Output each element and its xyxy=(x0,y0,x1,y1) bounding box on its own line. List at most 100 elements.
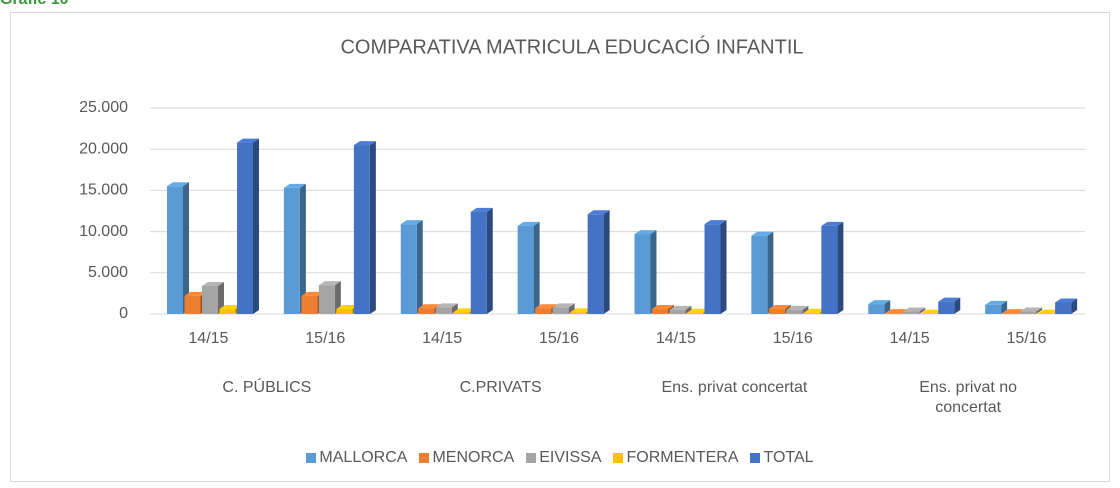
bar xyxy=(552,307,569,314)
bar-side xyxy=(183,182,189,314)
bar xyxy=(517,225,534,314)
bar xyxy=(1002,313,1019,314)
bar xyxy=(821,225,838,314)
x-tick-label: 15/16 xyxy=(305,330,345,347)
group-label: Ens. privat no concertat xyxy=(919,379,1018,416)
bar-top xyxy=(167,182,189,187)
bar-top xyxy=(470,207,493,212)
bar-top xyxy=(786,305,809,310)
y-tick-label: 5.000 xyxy=(88,264,128,281)
y-tick-label: 10.000 xyxy=(79,223,128,240)
bar xyxy=(167,186,183,314)
bar-side xyxy=(837,221,844,314)
bar-top xyxy=(669,305,692,310)
bar-side xyxy=(369,141,376,314)
legend-item: EIVISSA xyxy=(526,449,601,467)
bar-side xyxy=(334,281,341,314)
legend-swatch xyxy=(419,453,430,463)
x-tick-label: 14/15 xyxy=(188,330,228,347)
bar-top xyxy=(237,138,259,143)
bar-side xyxy=(720,220,727,314)
bar xyxy=(418,308,435,314)
bar-top xyxy=(634,230,657,235)
group-label: Ens. privat concertat xyxy=(661,379,808,396)
bar xyxy=(634,234,651,314)
legend-label: MENORCA xyxy=(432,449,515,466)
bar-top xyxy=(1055,298,1078,303)
group-label: C.PRIVATS xyxy=(459,379,542,396)
bar xyxy=(751,235,768,314)
legend-swatch xyxy=(613,453,624,463)
bar xyxy=(237,142,253,314)
bar-top xyxy=(1002,309,1025,314)
bar-top xyxy=(751,231,774,236)
bar-top xyxy=(768,305,791,310)
bar xyxy=(1055,302,1072,314)
bar-top xyxy=(868,300,891,305)
bar xyxy=(903,311,920,314)
bar-top xyxy=(336,305,359,310)
bar-side xyxy=(253,138,259,314)
bar xyxy=(768,309,785,314)
bar-side xyxy=(919,307,926,314)
bar xyxy=(301,295,318,314)
bar-side xyxy=(1036,307,1043,314)
bar-top xyxy=(803,308,826,313)
bar xyxy=(868,304,885,314)
bar-side xyxy=(299,183,306,314)
bar xyxy=(652,309,668,314)
bar-top xyxy=(552,303,575,308)
bar xyxy=(219,309,236,314)
bar-side xyxy=(802,305,809,314)
bar-top xyxy=(283,183,306,188)
bar-top xyxy=(885,309,908,314)
bar xyxy=(535,308,552,314)
bar-top xyxy=(418,304,441,309)
bar-side xyxy=(218,281,224,314)
group-label: C. PÚBLICS xyxy=(222,379,312,396)
bar-side xyxy=(1071,298,1078,314)
x-tick-label: 14/15 xyxy=(422,330,462,347)
bar-side xyxy=(884,300,891,314)
bar xyxy=(669,309,686,314)
bar-top xyxy=(920,309,943,314)
legend-label: EIVISSA xyxy=(539,449,602,466)
heading: Gràfic 10 xyxy=(0,0,68,9)
bar xyxy=(803,312,820,314)
bar-top xyxy=(570,308,593,313)
legend-item: TOTAL xyxy=(750,449,814,467)
legend-label: FORMENTERA xyxy=(626,449,739,466)
bar-top xyxy=(453,308,476,313)
bar-side xyxy=(650,230,657,314)
legend-swatch xyxy=(306,453,317,463)
y-tick-label: 25.000 xyxy=(79,99,128,116)
bar-top xyxy=(652,305,674,310)
y-tick-label: 0 xyxy=(119,305,128,322)
bar-top xyxy=(587,210,610,215)
legend-swatch xyxy=(750,453,761,463)
bar-side xyxy=(568,303,575,314)
bar xyxy=(885,313,902,314)
bar xyxy=(318,285,335,314)
bar-side xyxy=(1001,300,1008,314)
bar-top xyxy=(184,291,207,296)
chart-frame xyxy=(10,12,1110,482)
legend-label: TOTAL xyxy=(763,449,814,466)
bar xyxy=(400,224,417,314)
bar xyxy=(202,285,218,314)
bar-side xyxy=(416,220,423,314)
bar-top xyxy=(517,221,540,226)
bar-top xyxy=(400,220,423,225)
bar-top xyxy=(318,281,341,286)
bar-top xyxy=(219,305,242,310)
bar-side xyxy=(767,231,774,314)
bar-top xyxy=(301,291,324,296)
bar-top xyxy=(687,308,709,313)
legend: MALLORCA MENORCA EIVISSA FORMENTERA TOTAL xyxy=(0,449,1120,467)
x-tick-label: 15/16 xyxy=(773,330,813,347)
bar xyxy=(336,309,353,314)
legend-item: MENORCA xyxy=(419,449,514,467)
x-tick-label: 15/16 xyxy=(539,330,579,347)
x-tick-label: 15/16 xyxy=(1007,330,1047,347)
bar xyxy=(353,145,370,314)
